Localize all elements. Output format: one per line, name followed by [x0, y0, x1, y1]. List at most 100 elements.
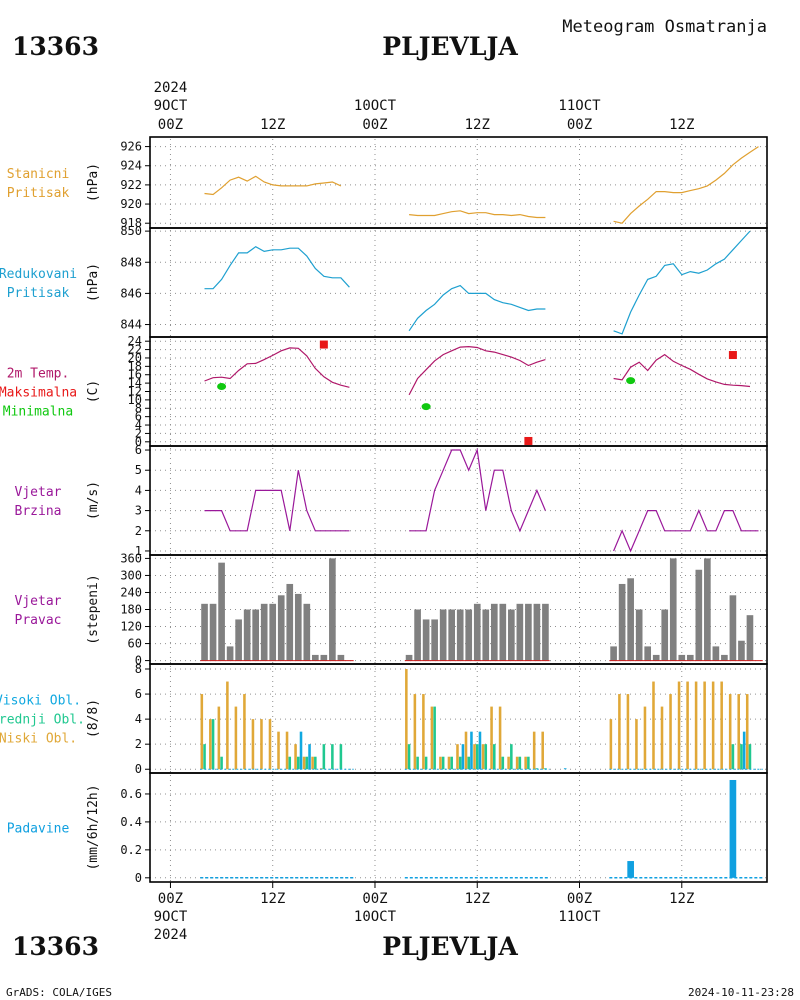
y-tick-label: 10	[128, 393, 142, 407]
hour-tick-label: 00Z	[567, 891, 592, 907]
data-bar	[721, 654, 728, 661]
hour-tick-label: 00Z	[158, 891, 183, 907]
data-bar	[618, 583, 626, 661]
hour-tick-label: 12Z	[260, 117, 285, 133]
y-tick-label: 22	[128, 343, 142, 357]
panel-reduced-pressure: 844 846 848 850 (hPa) Redukovani Pritisak	[0, 224, 768, 338]
station-name-top: PLJEVLJA	[382, 32, 518, 61]
data-bar	[414, 609, 421, 661]
data-bar	[533, 603, 541, 661]
data-bar	[260, 603, 268, 661]
data-bar	[416, 756, 419, 770]
y-tick-label: 850	[120, 224, 142, 238]
y-tick-label: 846	[120, 286, 142, 300]
panel-series-label: Brzina	[15, 504, 62, 519]
panel-series-label: Stanicni	[7, 167, 70, 182]
y-tick-label: 0.6	[120, 787, 142, 801]
data-bar	[490, 706, 493, 770]
panel-series-label: Maksimalna	[0, 386, 77, 401]
data-bar	[478, 731, 482, 770]
panel-station-pressure: 918 920 922 924 926 (hPa) Stanicni Pritisak	[7, 136, 768, 230]
y-tick-label: 4	[135, 483, 142, 497]
series-line	[204, 347, 350, 388]
series-line	[613, 509, 759, 553]
data-bar	[218, 562, 225, 661]
data-bar	[430, 706, 434, 770]
bottom-time-axis: 00Z 12Z 00Z 12Z 00Z 12Z 9OCT 2024 10OCT 11OCT	[154, 882, 694, 943]
data-bar	[439, 756, 442, 770]
axis-unit-label: (hPa)	[86, 163, 101, 202]
data-bar	[288, 756, 292, 770]
station-id-top: 13363	[12, 32, 99, 61]
panel-frame	[149, 772, 768, 883]
data-bar	[661, 609, 669, 661]
data-bar	[203, 744, 206, 770]
y-tick-label: 3	[135, 504, 142, 518]
data-bar	[627, 861, 634, 878]
series-line	[204, 245, 350, 290]
generated-timestamp: 2024-10-11-23:28	[688, 986, 794, 999]
data-bar	[738, 640, 745, 661]
data-bar	[669, 558, 677, 661]
panel-series-label: Minimalna	[3, 405, 73, 420]
panel-series-label: Visoki Obl.	[0, 694, 81, 709]
data-bar	[644, 646, 652, 661]
data-bar	[201, 603, 208, 661]
data-bar	[226, 646, 234, 661]
series-line	[409, 447, 546, 533]
data-bar	[704, 558, 711, 661]
data-bar	[499, 603, 507, 661]
credit-text: GrADS: COLA/IGES	[6, 986, 112, 999]
data-bar	[329, 558, 336, 661]
axis-unit-label: (C)	[86, 380, 101, 403]
data-bar	[209, 719, 212, 770]
panel-series-label: Vjetar	[15, 485, 62, 500]
y-tick-label: 120	[120, 620, 142, 634]
axis-unit-label: (mm/6h/12h)	[86, 784, 101, 870]
data-bar	[720, 681, 723, 770]
data-bar	[286, 583, 294, 661]
product-title: Meteogram Osmatranja	[562, 17, 767, 37]
data-bar	[635, 719, 638, 770]
y-tick-label: 0	[135, 435, 142, 449]
hour-tick-label: 12Z	[669, 891, 694, 907]
data-bar	[303, 603, 311, 661]
y-tick-label: 926	[120, 140, 142, 154]
panel-series-label: Redukovani	[0, 267, 77, 282]
series-line	[408, 284, 546, 332]
data-bar	[322, 744, 326, 770]
data-bar	[422, 619, 430, 661]
y-tick-label: 20	[128, 351, 142, 365]
panel-frame	[149, 336, 768, 447]
data-bar	[627, 578, 634, 661]
data-bar	[660, 706, 664, 770]
y-tick-label: 4	[135, 712, 142, 726]
panel-series-label: Pravac	[15, 613, 62, 628]
data-bar	[268, 719, 272, 770]
data-bar	[209, 603, 217, 661]
y-tick-label: 14	[128, 376, 142, 390]
meteogram-panels: 918920922924926(hPa)StanicniPritisak8448…	[0, 136, 768, 885]
y-tick-label: 922	[120, 178, 142, 192]
data-bar	[251, 719, 255, 770]
data-bar	[260, 719, 263, 770]
hour-tick-label: 00Z	[567, 117, 592, 133]
data-bar	[484, 744, 488, 770]
y-tick-label: 12	[128, 385, 142, 399]
day-label: 10OCT	[354, 98, 397, 114]
data-bar	[473, 744, 476, 770]
data-bar	[456, 744, 459, 770]
data-bar	[305, 756, 309, 770]
data-bar	[490, 603, 498, 661]
data-bar	[312, 654, 319, 661]
series-line	[613, 230, 751, 335]
y-tick-label: 4	[135, 418, 142, 432]
data-bar	[461, 744, 465, 770]
data-bar	[450, 756, 453, 770]
panel-series-label: Srednji Obl.	[0, 713, 85, 728]
data-bar	[467, 756, 471, 770]
data-bar	[677, 681, 681, 770]
y-tick-label: 360	[120, 551, 142, 565]
data-bar	[712, 646, 720, 661]
